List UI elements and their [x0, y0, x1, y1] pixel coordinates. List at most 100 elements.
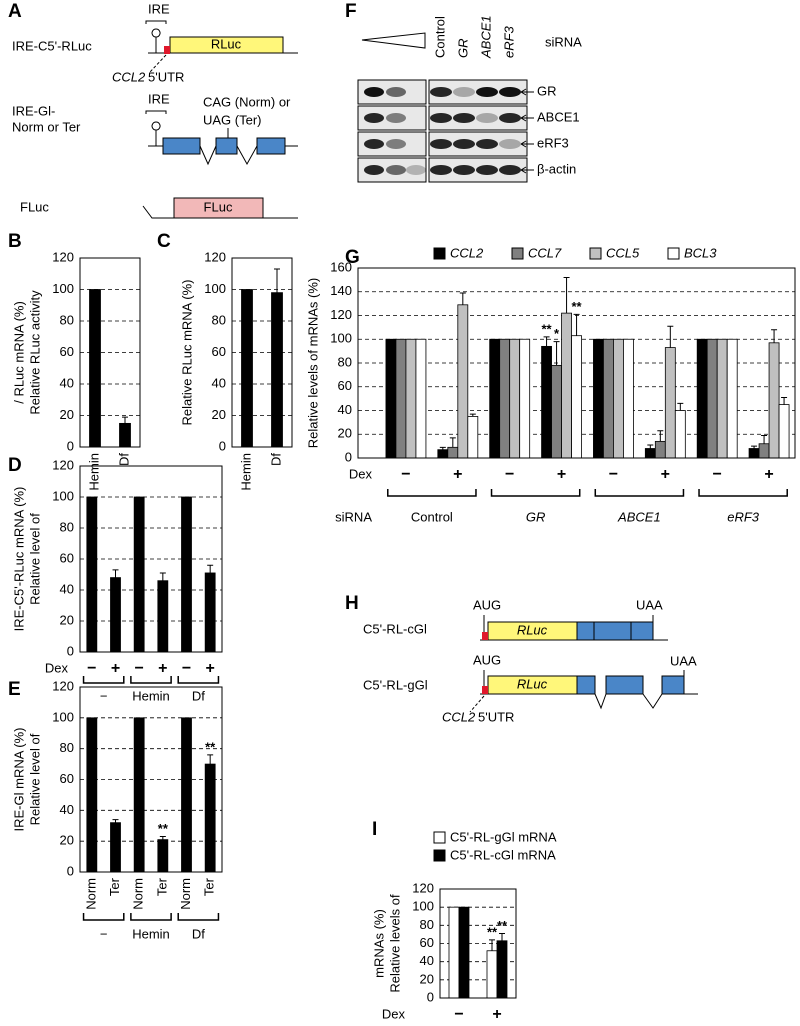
- exon: [215, 137, 238, 155]
- construct-name: IRE-Gl-: [12, 103, 55, 118]
- plot-frame: [357, 267, 796, 459]
- group-label: GR: [526, 509, 546, 524]
- bar: [489, 338, 501, 459]
- plot-frame: [439, 888, 517, 999]
- bar: [623, 338, 634, 459]
- arrow: [520, 140, 534, 148]
- bar: [133, 496, 145, 653]
- error-bar: [439, 446, 446, 450]
- bar: [157, 580, 169, 653]
- legend-label: C5'-RL-gGl mRNA: [450, 829, 557, 844]
- x-tick-label: −: [505, 466, 514, 483]
- x-tick-label: Norm: [131, 878, 146, 910]
- group-bracket: [490, 489, 581, 497]
- band: [430, 165, 452, 175]
- annotation: **: [542, 321, 553, 336]
- error-bar: [657, 430, 664, 442]
- legend-swatch: [433, 831, 446, 844]
- legend-label: CCL7: [528, 245, 562, 260]
- band: [453, 87, 475, 97]
- bar: [157, 839, 169, 873]
- box-label: FLuc: [204, 199, 233, 214]
- error-bar: [207, 564, 214, 573]
- exon: [256, 137, 286, 155]
- construct-name: IRE-C5'-RLuc: [12, 38, 92, 53]
- lane-label: ABCE1: [478, 15, 493, 59]
- utr-box: [482, 686, 488, 694]
- y-axis-label: Relative RLuc activity: [27, 290, 42, 415]
- x-tick-label: +: [453, 466, 462, 483]
- bar: [644, 448, 656, 459]
- construct-name: C5'-RL-cGl: [363, 621, 427, 636]
- error-bar: [489, 939, 495, 951]
- box-label: RLuc: [211, 36, 242, 51]
- bar: [437, 449, 449, 459]
- ire-label: IRE: [148, 1, 170, 16]
- construct-name: FLuc: [20, 199, 49, 214]
- y-axis-label: Relative levels of: [387, 894, 402, 993]
- bar: [509, 338, 521, 459]
- plot-frame: [79, 465, 223, 653]
- y-tick-label: 80: [60, 519, 74, 534]
- panel-label: A: [8, 1, 22, 22]
- bar: [551, 364, 562, 459]
- band: [499, 113, 521, 123]
- bar: [758, 443, 770, 459]
- x-tick-label: Ter: [107, 877, 122, 896]
- group-bracket: [177, 676, 220, 684]
- codon-label: UAG (Ter): [203, 112, 262, 127]
- error-bar: [122, 416, 128, 424]
- x-tick-label: Ter: [154, 877, 169, 896]
- bar: [613, 338, 624, 459]
- bar: [415, 338, 427, 459]
- panel-label: H: [345, 593, 359, 614]
- y-tick-label: 120: [52, 678, 74, 693]
- bar: [89, 289, 101, 448]
- y-axis-label: IRE-Gl mRNA (%): [11, 728, 26, 832]
- error-bar: [469, 413, 476, 417]
- bar: [674, 410, 686, 459]
- y-tick-label: 60: [60, 550, 74, 565]
- dashed-leader: [469, 695, 485, 713]
- y-tick-label: 60: [212, 344, 226, 359]
- y-axis-label: mRNAs (%): [371, 909, 386, 978]
- exon: [576, 675, 596, 695]
- band: [499, 165, 521, 175]
- bar: [86, 496, 98, 653]
- utr-box: [164, 46, 170, 54]
- group-label: Df: [192, 926, 205, 941]
- bar: [204, 572, 216, 653]
- band: [453, 113, 475, 123]
- bar: [496, 940, 508, 999]
- x-tick-label: Norm: [83, 878, 98, 910]
- y-tick-label: 120: [412, 880, 434, 895]
- bracket: [145, 20, 167, 24]
- y-tick-label: 0: [345, 449, 352, 464]
- bar: [726, 338, 738, 459]
- protein-label: eRF3: [537, 135, 569, 150]
- bar: [110, 577, 121, 653]
- protein-label: ABCE1: [537, 109, 580, 124]
- band: [453, 165, 475, 175]
- lane-label: GR: [455, 39, 470, 59]
- y-tick-label: 0: [67, 863, 74, 878]
- y-tick-label: 20: [60, 612, 74, 627]
- y-tick-label: 40: [420, 953, 434, 968]
- band: [386, 87, 406, 97]
- bar: [519, 338, 531, 459]
- y-axis-label: Relative level of: [27, 733, 42, 825]
- error-bar: [499, 933, 505, 941]
- group-label: Control: [411, 509, 453, 524]
- y-tick-label: 40: [60, 375, 74, 390]
- y-tick-label: 60: [60, 344, 74, 359]
- plot-frame: [79, 686, 223, 873]
- y-tick-label: 100: [204, 281, 226, 296]
- box-label: RLuc: [517, 676, 548, 691]
- exon: [605, 675, 644, 695]
- legend-swatch: [433, 247, 446, 260]
- x-tick-label: +: [205, 660, 214, 677]
- y-axis-label: Relative RLuc mRNA (%): [179, 280, 194, 426]
- stem-loop: [151, 28, 161, 53]
- x-tick-label: Df: [268, 453, 283, 466]
- bar: [603, 338, 614, 459]
